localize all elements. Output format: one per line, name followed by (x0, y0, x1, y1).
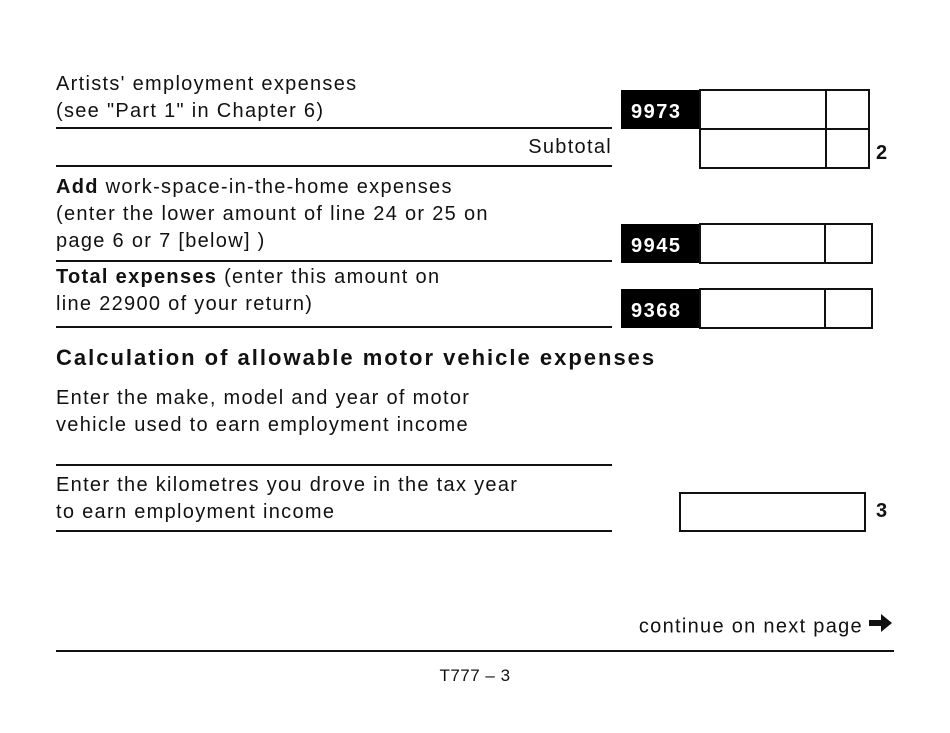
field-code-9973: 9973 (621, 90, 701, 129)
field-code-9945: 9945 (621, 224, 701, 263)
total-line1-text: (enter this amount on (217, 266, 441, 288)
total-expenses-amount-input[interactable] (699, 288, 826, 329)
workspace-amount-input[interactable] (699, 223, 826, 264)
divider (56, 530, 612, 532)
make-model-label: Enter the make, model and year of motor … (56, 385, 470, 439)
divider (56, 260, 612, 262)
workspace-expenses-line3: page 6 or 7 [below] ) (56, 230, 266, 252)
make-model-underline (56, 464, 612, 466)
workspace-expenses-line2: (enter the lower amount of line 24 or 25… (56, 203, 489, 225)
total-expenses-keyword: Total expenses (56, 266, 218, 288)
workspace-line1-text: work-space-in-the-home expenses (98, 176, 453, 198)
page-label: T777 – 3 (439, 666, 511, 685)
add-keyword: Add (56, 176, 99, 198)
footer-rule (56, 650, 894, 652)
subtotal-label: Subtotal (528, 136, 612, 158)
make-model-line1: Enter the make, model and year of motor (56, 387, 471, 409)
workspace-cents-input[interactable] (824, 223, 873, 264)
continue-label: continue on next page (638, 615, 863, 638)
line-number-3: 3 (876, 500, 888, 522)
subtotal-cents-input[interactable] (825, 128, 870, 169)
divider (56, 127, 612, 129)
subtotal-amount-input[interactable] (699, 128, 827, 169)
continue-next-page: continue on next page (500, 612, 893, 642)
artists-expenses-label: Artists' employment expenses (see "Part … (56, 71, 357, 125)
arrow-right-icon (867, 612, 893, 642)
artists-expenses-line1: Artists' employment expenses (56, 73, 358, 95)
artists-expenses-line2: (see "Part 1" in Chapter 6) (56, 100, 325, 122)
field-code-9368: 9368 (621, 289, 701, 328)
total-expenses-label: Total expenses (enter this amount on lin… (56, 264, 440, 318)
artists-expenses-amount-input[interactable] (699, 89, 827, 130)
make-model-line2: vehicle used to earn employment income (56, 414, 469, 436)
make-model-input[interactable] (56, 440, 612, 464)
line-number-2: 2 (876, 142, 888, 164)
artists-expenses-cents-input[interactable] (825, 89, 870, 130)
total-expenses-line2: line 22900 of your return) (56, 293, 314, 315)
total-expenses-line1: Total expenses (enter this amount on (56, 264, 440, 291)
divider (56, 326, 612, 328)
divider (56, 165, 612, 167)
kilometres-line2: to earn employment income (56, 501, 336, 523)
workspace-expenses-line1: Add work-space-in-the-home expenses (56, 174, 489, 201)
kilometres-input[interactable] (679, 492, 866, 532)
kilometres-label: Enter the kilometres you drove in the ta… (56, 472, 518, 526)
motor-vehicle-heading: Calculation of allowable motor vehicle e… (56, 345, 657, 370)
workspace-expenses-label: Add work-space-in-the-home expenses (ent… (56, 174, 489, 255)
kilometres-line1: Enter the kilometres you drove in the ta… (56, 474, 519, 496)
total-expenses-cents-input[interactable] (824, 288, 873, 329)
